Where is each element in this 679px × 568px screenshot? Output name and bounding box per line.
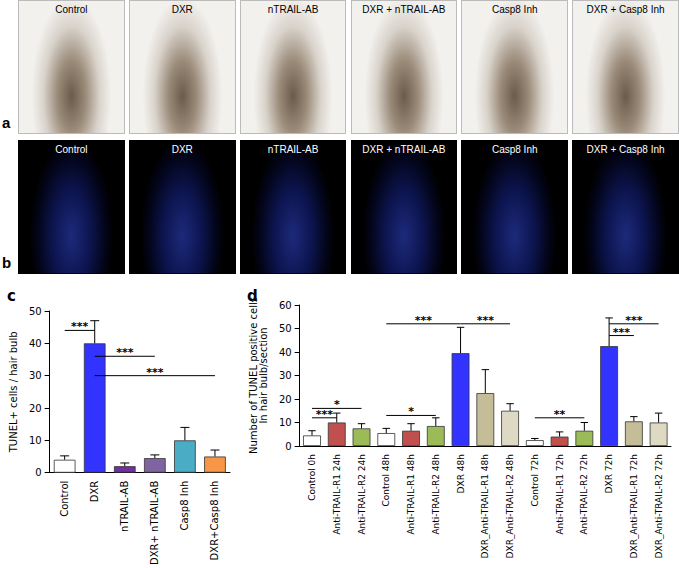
svg-text:***: *** — [71, 320, 89, 333]
html-text:Casp8 Inh: Casp8 Inh — [491, 4, 538, 15]
svg-text:20: 20 — [29, 403, 42, 414]
html-text:Control: Control — [55, 4, 88, 15]
svg-text:c: c — [7, 287, 16, 305]
svg-text:60: 60 — [279, 300, 292, 311]
html-text:a: a — [2, 114, 11, 131]
svg-text:TUNEL+ cells / hair bulb: TUNEL+ cells / hair bulb — [8, 331, 19, 453]
svg-text:30: 30 — [279, 370, 292, 381]
svg-text:20: 20 — [279, 394, 292, 405]
html-text:DXR + nTRAIL-AB: DXR + nTRAIL-AB — [362, 144, 446, 155]
svg-text:Control 72h: Control 72h — [530, 454, 540, 507]
svg-text:d: d — [247, 287, 258, 305]
svg-text:Anti-TRAIL-R2 24h: Anti-TRAIL-R2 24h — [357, 454, 367, 535]
svg-text:DXR_Anti-TRAIL-R1 72h: DXR_Anti-TRAIL-R1 72h — [629, 454, 639, 558]
svg-text:***: *** — [613, 326, 631, 339]
svg-text:10: 10 — [29, 435, 42, 446]
html-text:DXR: DXR — [171, 144, 193, 155]
svg-text:0: 0 — [285, 441, 291, 452]
html-text:Control: Control — [55, 144, 88, 155]
svg-text:***: *** — [625, 314, 643, 327]
svg-text:DXR+ nTRAIL-AB: DXR+ nTRAIL-AB — [149, 481, 160, 565]
svg-text:50: 50 — [29, 306, 42, 317]
svg-text:***: *** — [477, 314, 495, 327]
svg-text:Anti-TRAIL-R1 48h: Anti-TRAIL-R1 48h — [406, 454, 416, 535]
html-text:DXR + Casp8 Inh: DXR + Casp8 Inh — [586, 4, 665, 15]
html-text:DXR + nTRAIL-AB: DXR + nTRAIL-AB — [362, 4, 446, 15]
html-text:nTRAIL-AB: nTRAIL-AB — [267, 4, 319, 15]
svg-text:40: 40 — [29, 338, 42, 349]
svg-text:DXR_Anti-TRAIL-R1 48h: DXR_Anti-TRAIL-R1 48h — [480, 454, 490, 558]
html-text:nTRAIL-AB: nTRAIL-AB — [267, 144, 319, 155]
svg-text:DXR: DXR — [89, 481, 100, 503]
html-text:DXR + Casp8 Inh: DXR + Casp8 Inh — [586, 144, 665, 155]
svg-text:DXR+Casp8 Inh: DXR+Casp8 Inh — [209, 481, 220, 561]
svg-text:Anti-TRAIL-R1 72h: Anti-TRAIL-R1 72h — [555, 454, 565, 535]
svg-text:Number of TUNEL positive cells: Number of TUNEL positive cells — [247, 297, 259, 454]
svg-text:**: ** — [554, 408, 566, 421]
svg-text:DXR 72h: DXR 72h — [604, 454, 614, 493]
svg-text:***: *** — [116, 346, 134, 359]
svg-text:***: *** — [316, 408, 334, 421]
svg-text:50: 50 — [279, 323, 292, 334]
svg-text:DXR_Anti-TRAIL-R2 48h: DXR_Anti-TRAIL-R2 48h — [505, 454, 515, 558]
svg-text:Anti-TRAIL-R2 48h: Anti-TRAIL-R2 48h — [431, 454, 441, 535]
svg-text:DXR 48h: DXR 48h — [456, 454, 466, 493]
svg-text:Control: Control — [59, 481, 70, 517]
svg-text:*: * — [334, 398, 340, 411]
svg-text:Control 0h: Control 0h — [307, 454, 317, 501]
svg-text:Anti-TRAIL-R2 72h: Anti-TRAIL-R2 72h — [579, 454, 589, 535]
svg-text:40: 40 — [279, 347, 292, 358]
svg-text:*: * — [408, 405, 414, 418]
svg-text:Casp8 Inh: Casp8 Inh — [179, 481, 190, 531]
html-text:DXR: DXR — [171, 4, 193, 15]
svg-text:***: *** — [415, 314, 433, 327]
svg-text:10: 10 — [279, 417, 292, 428]
svg-text:***: *** — [146, 366, 164, 379]
html-text:Casp8 Inh: Casp8 Inh — [491, 144, 538, 155]
html-text:b: b — [2, 254, 12, 271]
svg-text:DXR_Anti-TRAIL-R2 72h: DXR_Anti-TRAIL-R2 72h — [654, 454, 664, 558]
svg-text:Anti-TRAIL-R1 24h: Anti-TRAIL-R1 24h — [332, 454, 342, 535]
svg-text:30: 30 — [29, 370, 42, 381]
svg-text:nTRAIL-AB: nTRAIL-AB — [119, 481, 130, 532]
svg-text:0: 0 — [35, 467, 41, 478]
svg-text:Control 48h: Control 48h — [381, 454, 391, 507]
svg-text:In hair bulb/section: In hair bulb/section — [258, 327, 269, 423]
